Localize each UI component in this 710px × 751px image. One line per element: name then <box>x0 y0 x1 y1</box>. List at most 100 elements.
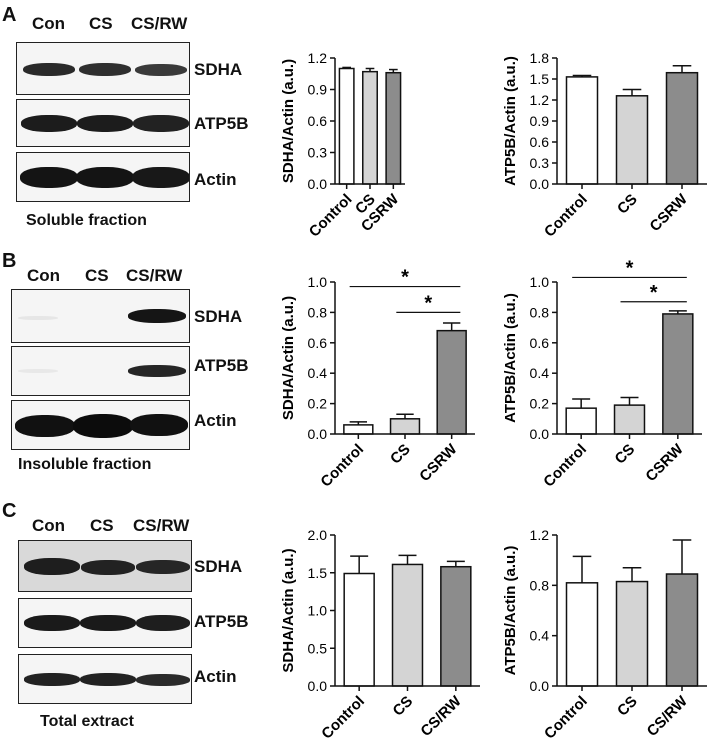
bar-chart-a-atp5b: 0.0 0.3 0.6 0.9 1.2 1.5 1.8 ATP5B/Actin (a.u.) C… <box>502 50 707 241</box>
blot-band <box>136 674 190 686</box>
bar-cs <box>615 580 649 687</box>
y-axis-label: SDHA/Actin (a.u.) <box>280 296 297 420</box>
y-tick-label: 0.9 <box>308 82 328 98</box>
blot-band <box>81 560 135 575</box>
y-tick-label: 1.0 <box>530 274 550 290</box>
bar-control <box>565 76 599 185</box>
y-tick-label: 0.0 <box>308 426 328 442</box>
y-tick-label: 0.0 <box>530 176 550 192</box>
lane-label-con: Con <box>32 14 66 33</box>
y-tick-label: 0.0 <box>530 426 550 442</box>
y-tick-label: 0.6 <box>530 335 550 351</box>
bar-control <box>343 572 375 687</box>
x-tick-label: CS/RW <box>644 692 692 740</box>
bar-control <box>565 407 597 435</box>
significance-star: * <box>424 292 432 314</box>
y-axis-label: ATP5B/Actin (a.u.) <box>502 293 519 423</box>
x-tick-label: CS/RW <box>417 692 465 740</box>
panel-letter-b: B <box>2 250 17 272</box>
y-axis-label: SDHA/Actin (a.u.) <box>280 548 297 672</box>
blot-band <box>76 167 134 188</box>
blot-band <box>21 115 77 132</box>
x-tick-label: CSRW <box>647 190 692 235</box>
blot-band <box>15 415 75 437</box>
western-blot-actin <box>18 654 192 704</box>
y-tick-label: 0.2 <box>308 396 328 412</box>
y-tick-label: 0.8 <box>308 304 328 320</box>
blot-label-atp5b: ATP5B <box>194 114 249 133</box>
blot-band <box>79 63 131 76</box>
y-tick-label: 0.6 <box>308 113 328 129</box>
lane-label-csrw: CS/RW <box>133 516 190 535</box>
blot-band <box>80 615 136 631</box>
bar-chart-b-atp5b: 0.0 0.2 0.4 0.6 0.8 1.0 ATP5B/Actin (a.u.) Cont… <box>502 257 702 491</box>
western-blot-actin <box>16 152 190 202</box>
y-tick-label: 0.4 <box>308 365 328 381</box>
y-tick-label: 0.6 <box>530 134 550 150</box>
blot-band <box>80 673 136 686</box>
significance-star: * <box>650 282 658 304</box>
blot-band <box>128 309 186 323</box>
x-tick-label: CS <box>612 441 639 468</box>
lane-label-csrw: CS/RW <box>126 266 183 285</box>
blot-caption: Soluble fraction <box>26 212 147 229</box>
blot-band <box>18 316 58 320</box>
bar-chart-c-atp5b: 0.0 0.4 0.8 1.2 ATP5B/Actin (a.u.) Control CS C… <box>502 527 707 743</box>
y-tick-label: 1.2 <box>530 527 550 543</box>
x-tick-label: CSRW <box>642 440 687 485</box>
x-tick-label: CS <box>614 191 641 218</box>
panel-letter-a: A <box>2 4 17 26</box>
blot-label-actin: Actin <box>194 411 237 430</box>
western-blot-atp5b <box>11 346 190 396</box>
blot-label-atp5b: ATP5B <box>194 612 249 631</box>
western-blot-sdha <box>18 540 192 592</box>
blot-caption: Total extract <box>40 713 134 730</box>
x-tick-label: Control <box>541 693 591 743</box>
bar-cs <box>362 70 378 185</box>
western-blot-actin <box>11 400 190 450</box>
blot-label-sdha: SDHA <box>194 307 243 326</box>
bar-chart-b-sdha: 0.0 0.2 0.4 0.6 0.8 1.0 SDHA/Actin (a.u.) Contr… <box>280 267 475 491</box>
y-tick-label: 0.8 <box>530 304 550 320</box>
y-tick-label: 0.0 <box>530 678 550 694</box>
y-axis-label: SDHA/Actin (a.u.) <box>280 59 297 183</box>
bar-control <box>343 424 374 435</box>
y-tick-label: 0.8 <box>530 577 550 593</box>
blot-band <box>24 615 80 631</box>
blot-label-sdha: SDHA <box>194 557 243 576</box>
y-tick-label: 0.9 <box>530 113 550 129</box>
y-tick-label: 0.6 <box>308 335 328 351</box>
y-tick-label: 1.2 <box>530 92 550 108</box>
blot-band <box>128 365 186 377</box>
blot-label-actin: Actin <box>194 667 237 686</box>
bar-csrw <box>662 313 694 435</box>
y-tick-label: 1.0 <box>308 274 328 290</box>
blot-band <box>23 63 75 76</box>
x-tick-label: CS <box>387 441 414 468</box>
blot-caption: Insoluble fraction <box>18 456 152 473</box>
blot-label-atp5b: ATP5B <box>194 356 249 375</box>
y-tick-label: 1.5 <box>308 565 328 581</box>
y-tick-label: 1.5 <box>530 71 550 87</box>
significance-star: * <box>626 257 634 279</box>
bar-csrw <box>385 71 402 185</box>
x-tick-label: Control <box>541 191 591 241</box>
blot-band <box>18 369 58 373</box>
bar-cs <box>391 563 424 687</box>
bar-csrw <box>440 565 472 687</box>
bar-control <box>338 67 355 185</box>
blot-band <box>77 115 133 132</box>
y-tick-label: 0.0 <box>308 176 328 192</box>
blot-band <box>133 115 189 132</box>
bar-cs <box>389 418 421 435</box>
y-tick-label: 1.0 <box>308 603 328 619</box>
y-tick-label: 0.0 <box>308 678 328 694</box>
lane-label-con: Con <box>32 516 66 535</box>
panel-letter-c: C <box>2 500 17 522</box>
western-blot-sdha <box>16 42 190 95</box>
blot-band <box>24 558 80 575</box>
y-tick-label: 0.3 <box>308 145 328 161</box>
y-axis-label: ATP5B/Actin (a.u.) <box>502 56 519 186</box>
y-axis-label: ATP5B/Actin (a.u.) <box>502 546 519 676</box>
